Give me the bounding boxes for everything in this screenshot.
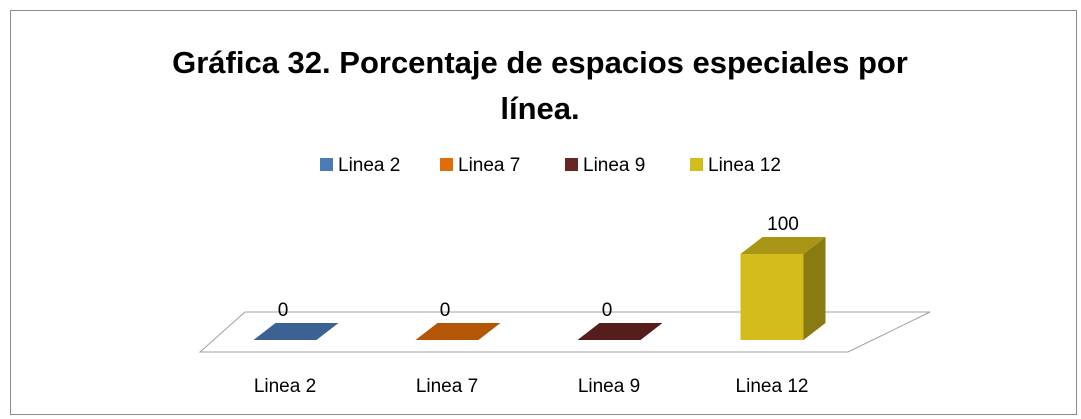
data-label: 100 — [767, 214, 799, 235]
legend-label: Linea 2 — [338, 155, 400, 176]
bar-front — [740, 254, 804, 340]
legend-label: Linea 9 — [583, 155, 645, 176]
bar-top — [253, 323, 339, 340]
bar-top — [577, 323, 663, 340]
bar-top — [415, 323, 501, 340]
legend-label: Linea 7 — [458, 155, 520, 176]
bar-side — [803, 237, 826, 340]
legend-swatch — [440, 158, 453, 171]
bar-top — [740, 237, 826, 254]
legend-swatch — [320, 158, 333, 171]
legend-swatch — [565, 158, 578, 171]
chart-title: Gráfica 32. Porcentaje de espacios espec… — [172, 45, 908, 126]
data-label: 0 — [278, 300, 289, 321]
x-tick-label: Linea 7 — [416, 376, 478, 397]
legend-label: Linea 12 — [708, 155, 781, 176]
x-tick-label: Linea 2 — [254, 376, 316, 397]
data-label: 0 — [602, 300, 613, 321]
x-tick-label: Linea 9 — [578, 376, 640, 397]
data-label: 0 — [440, 300, 451, 321]
x-tick-label: Linea 12 — [736, 376, 809, 397]
legend-swatch — [690, 158, 703, 171]
